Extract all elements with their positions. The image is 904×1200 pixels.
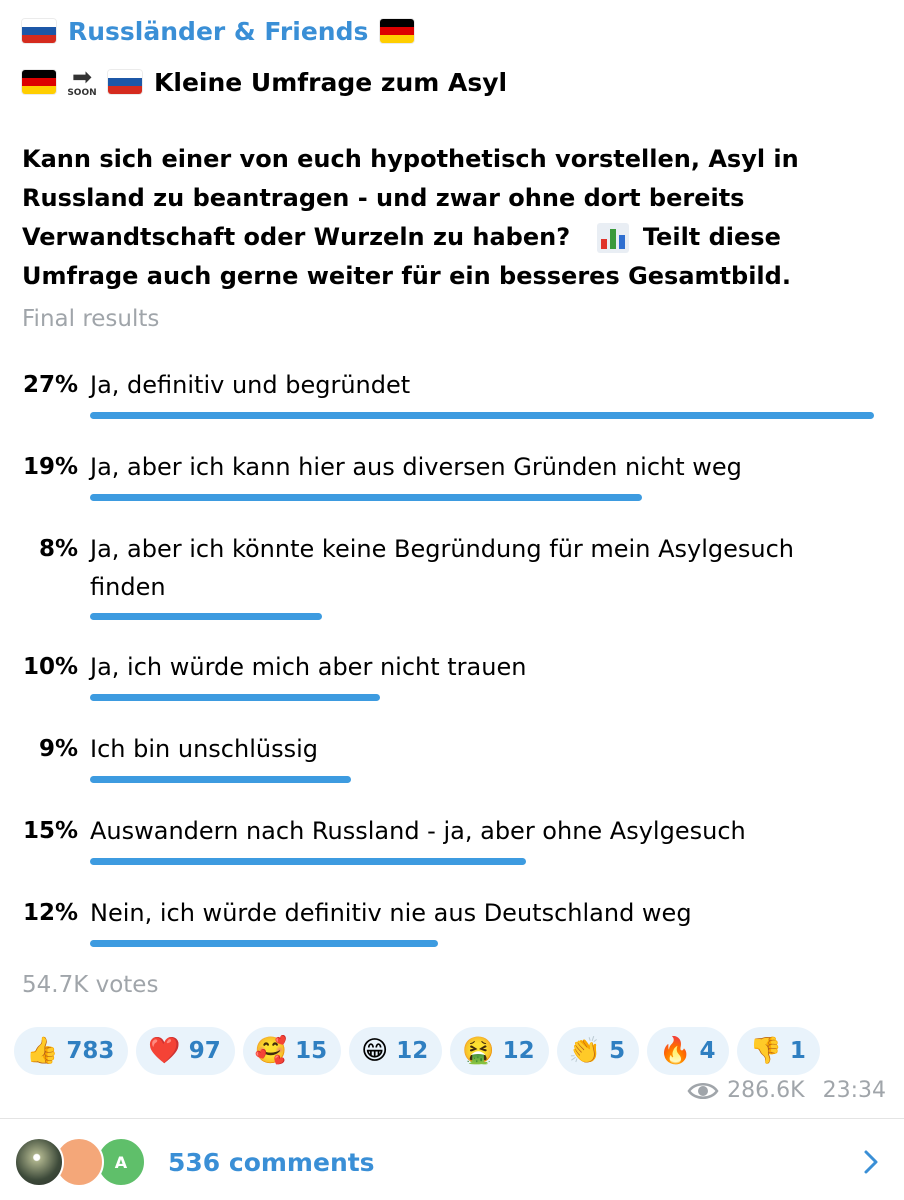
comments-button[interactable]: A 536 comments — [14, 1134, 894, 1190]
reaction-vomiting[interactable]: 🤮 12 — [450, 1027, 549, 1075]
option-text: Nein, ich würde definitiv nie aus Deutsc… — [90, 899, 692, 927]
reaction-fire[interactable]: 🔥 4 — [647, 1027, 730, 1075]
soon-arrow-icon: ➡ SOON — [67, 63, 97, 98]
chevron-right-icon[interactable] — [856, 1146, 886, 1178]
reaction-thumbs-down[interactable]: 👎 1 — [737, 1027, 820, 1075]
option-text: Auswandern nach Russland - ja, aber ohne… — [90, 817, 746, 845]
reaction-count: 97 — [188, 1038, 221, 1064]
avatar — [14, 1137, 64, 1187]
bar-chart-icon — [596, 223, 629, 253]
option-percent: 27% — [22, 372, 78, 398]
option-percent: 10% — [22, 654, 78, 680]
option-text: Ich bin unschlüssig — [90, 735, 318, 763]
reaction-count: 4 — [699, 1038, 716, 1064]
reaction-count: 5 — [609, 1038, 626, 1064]
headline-title: Kleine Umfrage zum Asyl — [154, 67, 508, 97]
option-bar — [90, 494, 642, 501]
avatar: A — [96, 1137, 146, 1187]
option-percent: 12% — [22, 900, 78, 926]
option-text: Ja, aber ich kann hier aus diversen Grün… — [90, 453, 742, 481]
reaction-count: 1 — [789, 1038, 806, 1064]
thumbs-up-icon: 👍 — [26, 1036, 59, 1066]
soon-label: SOON — [67, 88, 97, 98]
reaction-smiling-hearts[interactable]: 🥰 15 — [242, 1027, 342, 1075]
avatar — [54, 1137, 104, 1187]
reaction-count: 12 — [396, 1038, 429, 1064]
thumbs-down-icon: 👎 — [749, 1036, 782, 1066]
option-percent: 15% — [22, 818, 78, 844]
grinning-face-icon: 😁 — [361, 1036, 389, 1066]
poll-status: Final results — [22, 306, 160, 332]
option-text: Ja, aber ich könnte keine Begründung für… — [90, 535, 794, 601]
option-bar — [90, 694, 380, 701]
option-bar — [90, 776, 351, 783]
option-percent: 19% — [22, 454, 78, 480]
heart-icon: ❤️ — [148, 1036, 181, 1066]
option-percent: 8% — [38, 536, 78, 562]
question-text: Kann sich einer von euch hypothetisch vo… — [22, 145, 799, 251]
reaction-thumbs-up[interactable]: 👍 783 — [14, 1027, 129, 1075]
germany-flag-icon — [22, 70, 56, 94]
reaction-count: 783 — [66, 1038, 115, 1064]
option-bar — [90, 940, 438, 947]
clapping-hands-icon: 👏 — [568, 1036, 602, 1066]
option-bar — [90, 412, 874, 419]
reaction-clapping[interactable]: 👏 5 — [556, 1027, 640, 1075]
question-share-text: Teilt diese Umfrage auch gerne weiter fü… — [22, 223, 791, 290]
russia-flag-icon — [22, 19, 56, 43]
reaction-count: 12 — [502, 1038, 535, 1064]
post-headline: ➡ SOON Kleine Umfrage zum Asyl — [22, 62, 507, 102]
russia-flag-icon — [108, 70, 142, 94]
reaction-count: 15 — [295, 1038, 328, 1064]
poll-question: Kann sich einer von euch hypothetisch vo… — [22, 140, 892, 296]
commenter-avatars: A — [14, 1137, 154, 1187]
vote-count: 54.7K votes — [22, 972, 159, 998]
reaction-grinning[interactable]: 😁 12 — [349, 1027, 443, 1075]
channel-header[interactable]: Russländer & Friends — [22, 14, 415, 48]
post-meta: 286.6K 23:34 — [687, 1078, 886, 1103]
option-bar — [90, 613, 322, 620]
option-percent: 9% — [38, 736, 78, 762]
option-text: Ja, definitiv und begründet — [90, 371, 411, 399]
option-bar — [90, 858, 526, 865]
divider — [0, 1118, 904, 1119]
comments-label[interactable]: 536 comments — [168, 1147, 375, 1177]
channel-name[interactable]: Russländer & Friends — [68, 16, 369, 46]
eye-icon — [687, 1082, 719, 1099]
option-text: Ja, ich würde mich aber nicht trauen — [90, 653, 527, 681]
fire-icon: 🔥 — [659, 1036, 692, 1066]
vomiting-face-icon: 🤮 — [462, 1036, 495, 1066]
reaction-heart[interactable]: ❤️ 97 — [136, 1027, 235, 1075]
reactions-bar: 👍 783 ❤️ 97 🥰 15 😁 12 🤮 12 👏 5 🔥 4 👎 1 — [14, 1027, 820, 1075]
smiling-face-hearts-icon: 🥰 — [254, 1036, 288, 1066]
germany-flag-icon — [380, 19, 415, 43]
post-time: 23:34 — [822, 1078, 886, 1103]
view-count: 286.6K — [727, 1078, 805, 1103]
